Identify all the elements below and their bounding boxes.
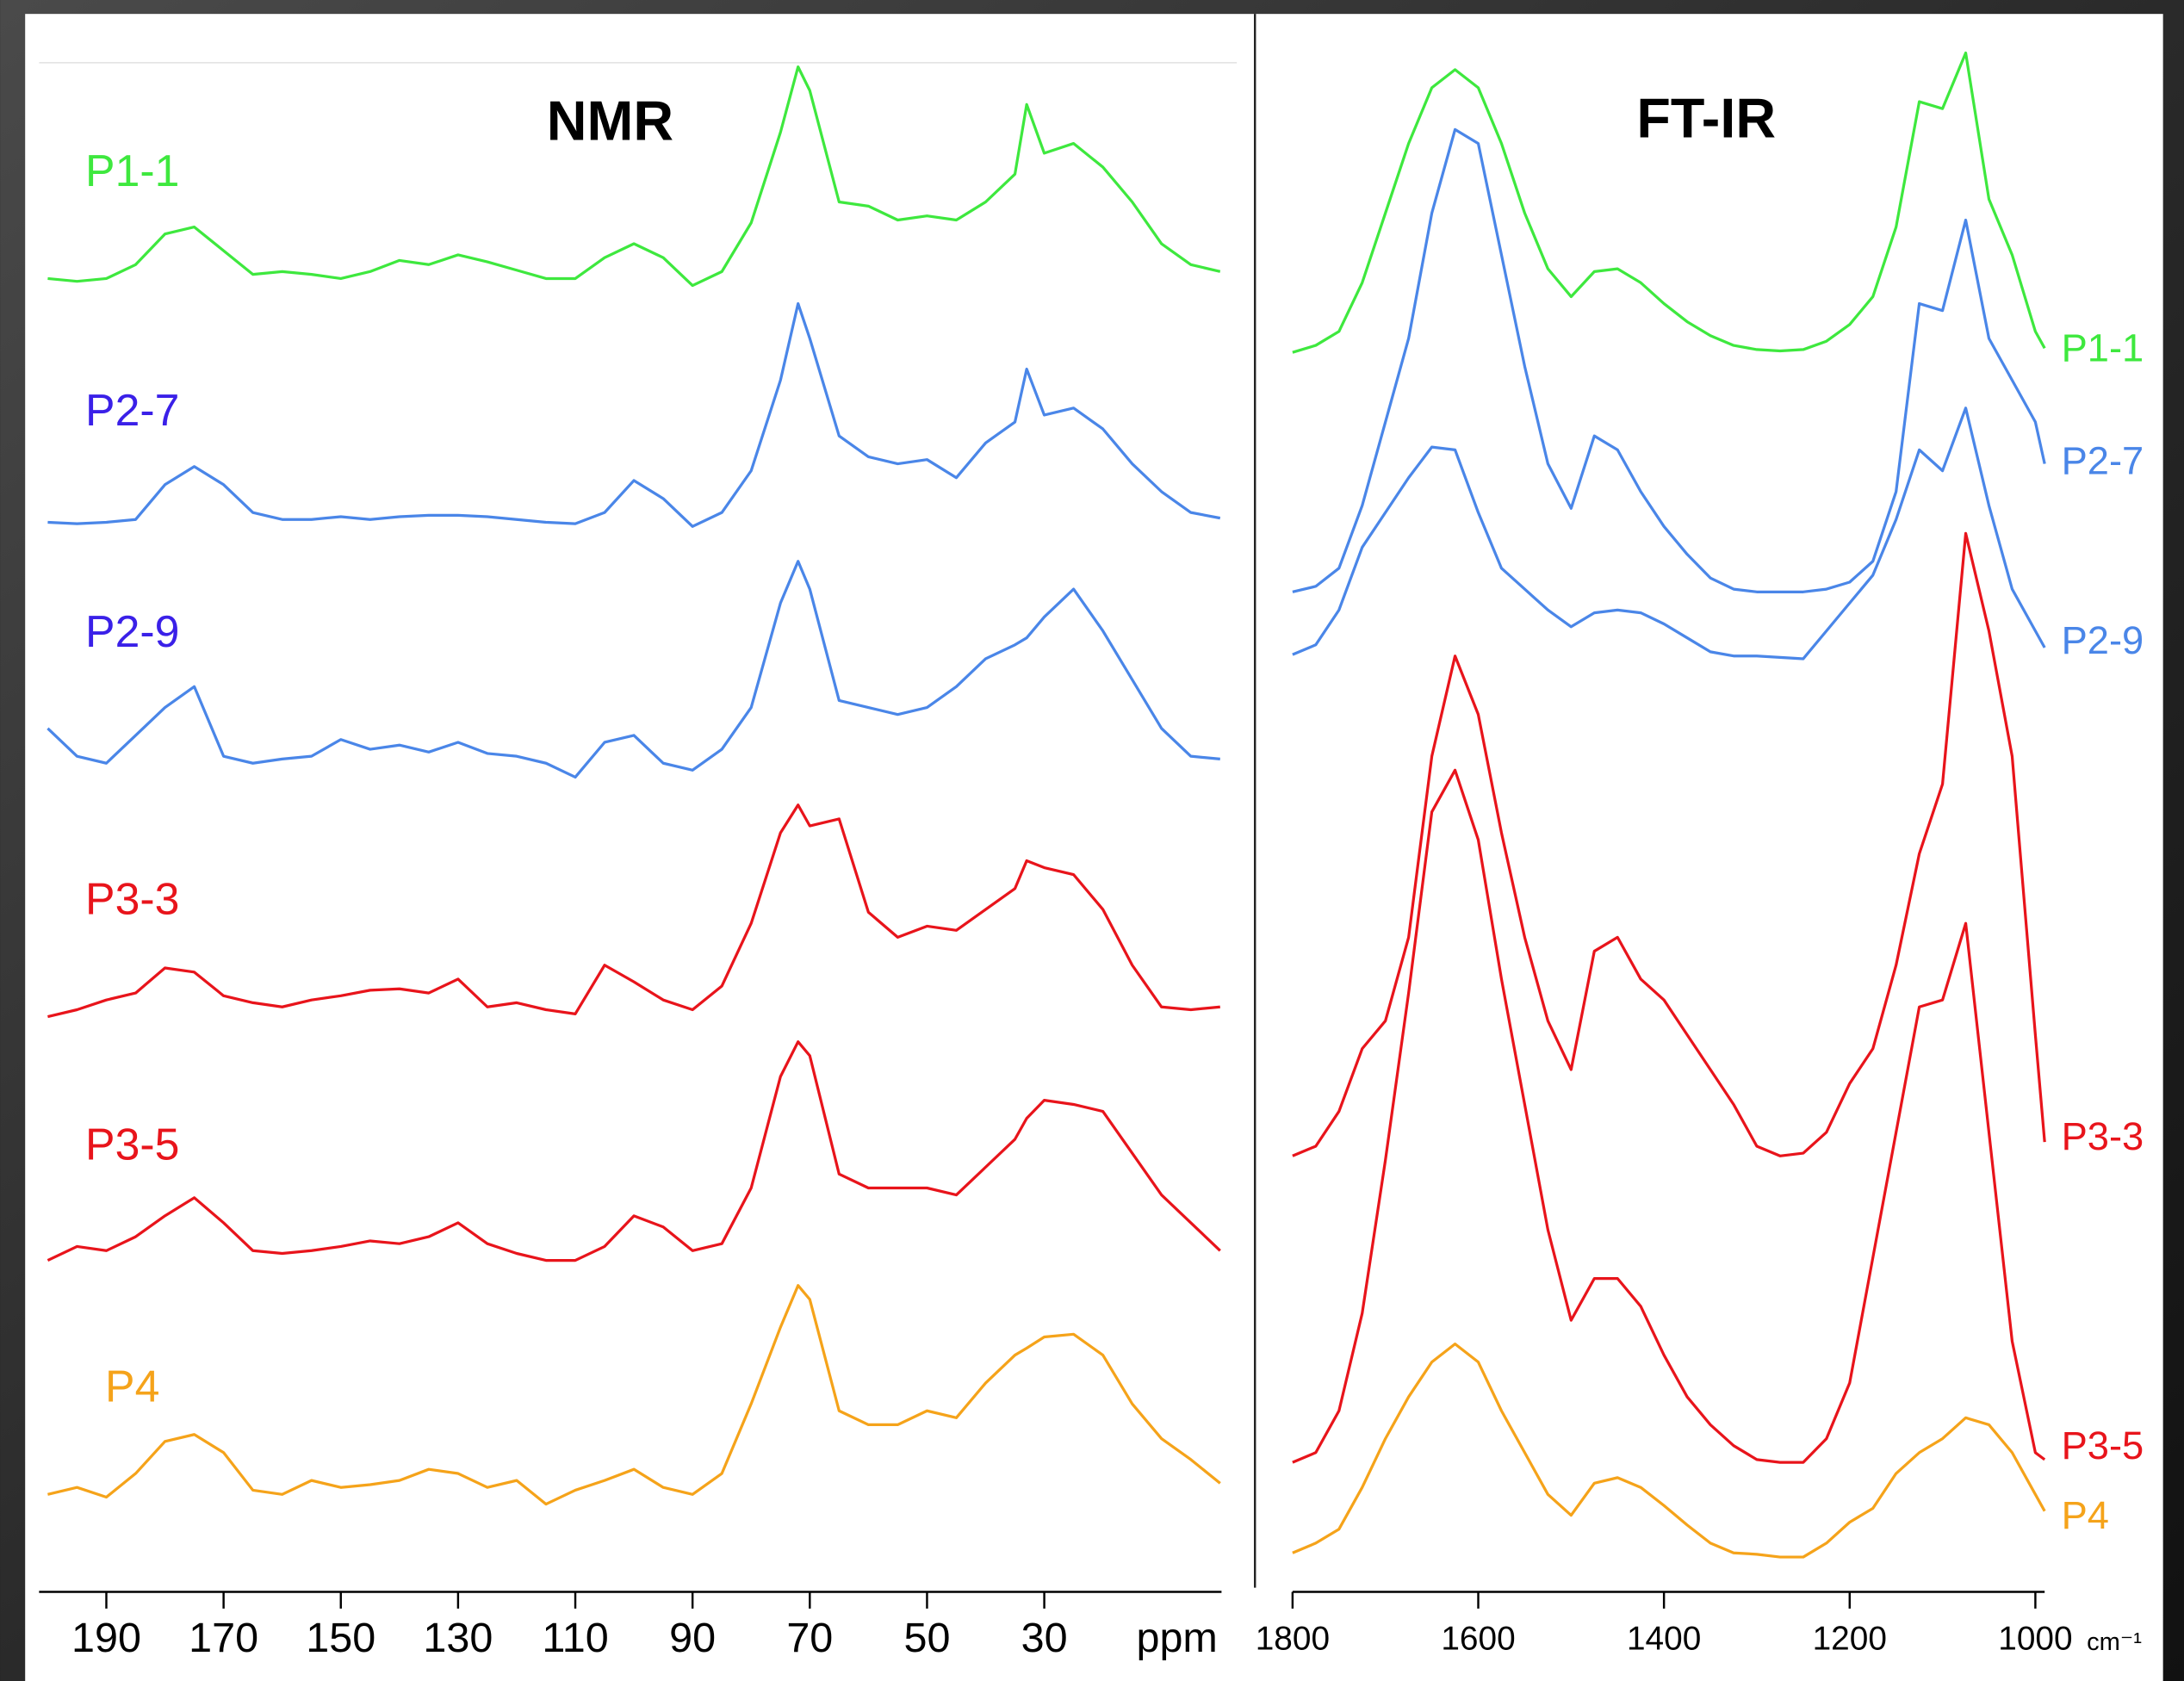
spectrum-line	[47, 1040, 1221, 1262]
spectrum-line	[1292, 531, 2046, 1157]
x-tick-label: 170	[189, 1615, 258, 1661]
spectrum-line	[1292, 127, 2046, 593]
series-label: P3-5	[85, 1119, 179, 1169]
spectrum-line	[47, 560, 1220, 779]
x-tick-label: 30	[1021, 1615, 1068, 1661]
spectrum-line	[1292, 51, 2046, 354]
spectrum-line	[1292, 768, 2046, 1464]
series-label: P2-9	[85, 606, 179, 656]
x-tick-label: 1600	[1441, 1620, 1515, 1657]
series-label: P2-7	[2062, 439, 2144, 483]
x-tick-label: 90	[669, 1615, 716, 1661]
chart-title: FT-IR	[1636, 86, 1776, 149]
x-tick-label: 1000	[1998, 1620, 2072, 1657]
x-tick-label: 70	[786, 1615, 833, 1661]
x-tick-label: 110	[542, 1615, 608, 1661]
series-label: P1-1	[2062, 326, 2144, 370]
series-label: P2-9	[2062, 618, 2144, 662]
spectrum-line	[47, 803, 1220, 1019]
chart-title: NMR	[547, 90, 673, 152]
series-label: P4	[105, 1362, 159, 1411]
x-tick-label: 190	[71, 1615, 141, 1661]
series-label: P3-3	[2062, 1114, 2144, 1158]
series-label: P1-1	[85, 146, 179, 195]
x-tick-label: 1200	[1813, 1620, 1887, 1657]
x-axis-label: ppm	[1136, 1615, 1217, 1661]
x-tick-label: 1400	[1627, 1620, 1701, 1657]
spectrum-line	[1292, 1343, 2046, 1559]
spectrum-line	[47, 65, 1221, 288]
x-axis-label: cm⁻¹	[2087, 1628, 2142, 1656]
x-tick-label: 1800	[1256, 1620, 1330, 1657]
spectrum-line	[47, 301, 1221, 528]
x-tick-label: 130	[423, 1615, 493, 1661]
spectrum-line	[47, 1284, 1221, 1506]
series-label: P3-5	[2062, 1424, 2144, 1467]
spectrum-line	[1292, 406, 2046, 661]
series-label: P3-3	[85, 874, 179, 924]
panel	[25, 14, 2163, 1681]
x-tick-label: 50	[903, 1615, 950, 1661]
series-label: P4	[2062, 1493, 2109, 1537]
x-tick-label: 150	[306, 1615, 375, 1661]
series-label: P2-7	[85, 385, 179, 435]
